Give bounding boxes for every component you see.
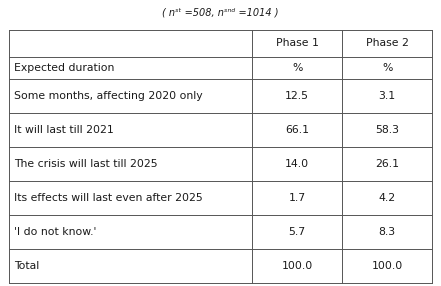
Text: The crisis will last till 2025: The crisis will last till 2025 xyxy=(14,159,158,169)
Text: 3.1: 3.1 xyxy=(379,91,396,101)
Text: 12.5: 12.5 xyxy=(285,91,309,101)
Text: Its effects will last even after 2025: Its effects will last even after 2025 xyxy=(14,193,203,203)
Text: Expected duration: Expected duration xyxy=(14,63,115,73)
Text: 4.2: 4.2 xyxy=(379,193,396,203)
Text: ( nˢᵗ =508, nˢⁿᵈ =1014 ): ( nˢᵗ =508, nˢⁿᵈ =1014 ) xyxy=(162,7,279,17)
Text: 'I do not know.': 'I do not know.' xyxy=(14,227,97,237)
Text: Total: Total xyxy=(14,261,39,271)
Text: 58.3: 58.3 xyxy=(375,125,399,135)
Text: 66.1: 66.1 xyxy=(285,125,309,135)
Text: %: % xyxy=(382,63,392,73)
Text: 26.1: 26.1 xyxy=(375,159,399,169)
Text: Phase 1: Phase 1 xyxy=(276,38,319,48)
Text: 100.0: 100.0 xyxy=(372,261,403,271)
Text: %: % xyxy=(292,63,303,73)
Text: It will last till 2021: It will last till 2021 xyxy=(14,125,114,135)
Text: 5.7: 5.7 xyxy=(289,227,306,237)
Text: Phase 2: Phase 2 xyxy=(366,38,409,48)
Text: 8.3: 8.3 xyxy=(379,227,396,237)
Text: 100.0: 100.0 xyxy=(282,261,313,271)
Text: 1.7: 1.7 xyxy=(289,193,306,203)
Text: 14.0: 14.0 xyxy=(285,159,309,169)
Text: Some months, affecting 2020 only: Some months, affecting 2020 only xyxy=(14,91,203,101)
